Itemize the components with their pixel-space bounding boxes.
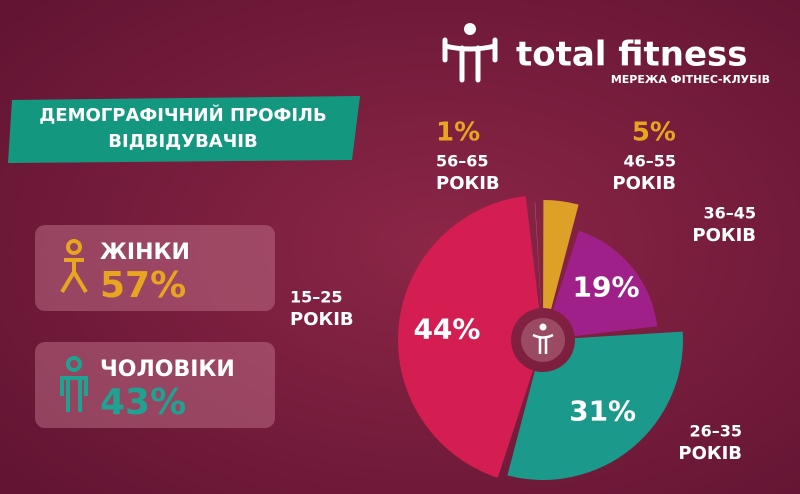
logo-icon bbox=[442, 23, 498, 83]
category-label: 15–25 bbox=[290, 288, 343, 307]
value-label: 44% bbox=[413, 313, 480, 346]
pie-slice bbox=[507, 331, 683, 481]
gender-box bbox=[35, 342, 275, 428]
gender-value: 57% bbox=[100, 265, 186, 306]
value-label: 19% bbox=[573, 270, 640, 303]
category-label: РОКІВ bbox=[436, 173, 500, 194]
category-label: РОКІВ bbox=[692, 225, 756, 246]
title-banner bbox=[8, 96, 360, 163]
pie-slice bbox=[398, 196, 540, 478]
female-icon bbox=[60, 239, 88, 294]
category-label: 26–35 bbox=[689, 422, 742, 441]
value-label: 31% bbox=[569, 395, 636, 428]
gender-box bbox=[35, 225, 275, 311]
brand-tagline: МЕРЕЖА ФІТНЕС-КЛУБІВ bbox=[611, 73, 770, 86]
category-label: 46–55 bbox=[623, 152, 676, 171]
gender-label: ЖІНКИ bbox=[100, 240, 190, 265]
pie-slice bbox=[543, 200, 579, 310]
title-line: ВІДВІДУВАЧІВ bbox=[108, 131, 257, 152]
value-label: 1% bbox=[436, 118, 480, 148]
gender-value: 43% bbox=[100, 382, 186, 423]
title-line: ДЕМОГРАФІЧНИЙ ПРОФІЛЬ bbox=[39, 104, 326, 126]
pie-slice bbox=[534, 202, 542, 309]
center-icon bbox=[521, 318, 565, 362]
brand-name: total fitness bbox=[516, 35, 748, 75]
category-label: РОКІВ bbox=[290, 309, 354, 330]
category-label: 36–45 bbox=[703, 204, 756, 223]
gender-label: ЧОЛОВІКИ bbox=[100, 357, 235, 382]
male-icon bbox=[60, 356, 88, 412]
pie-slice bbox=[552, 230, 658, 337]
category-label: 56–65 bbox=[436, 152, 489, 171]
category-label: РОКІВ bbox=[612, 173, 676, 194]
category-label: РОКІВ bbox=[678, 443, 742, 464]
value-label: 5% bbox=[632, 118, 676, 148]
